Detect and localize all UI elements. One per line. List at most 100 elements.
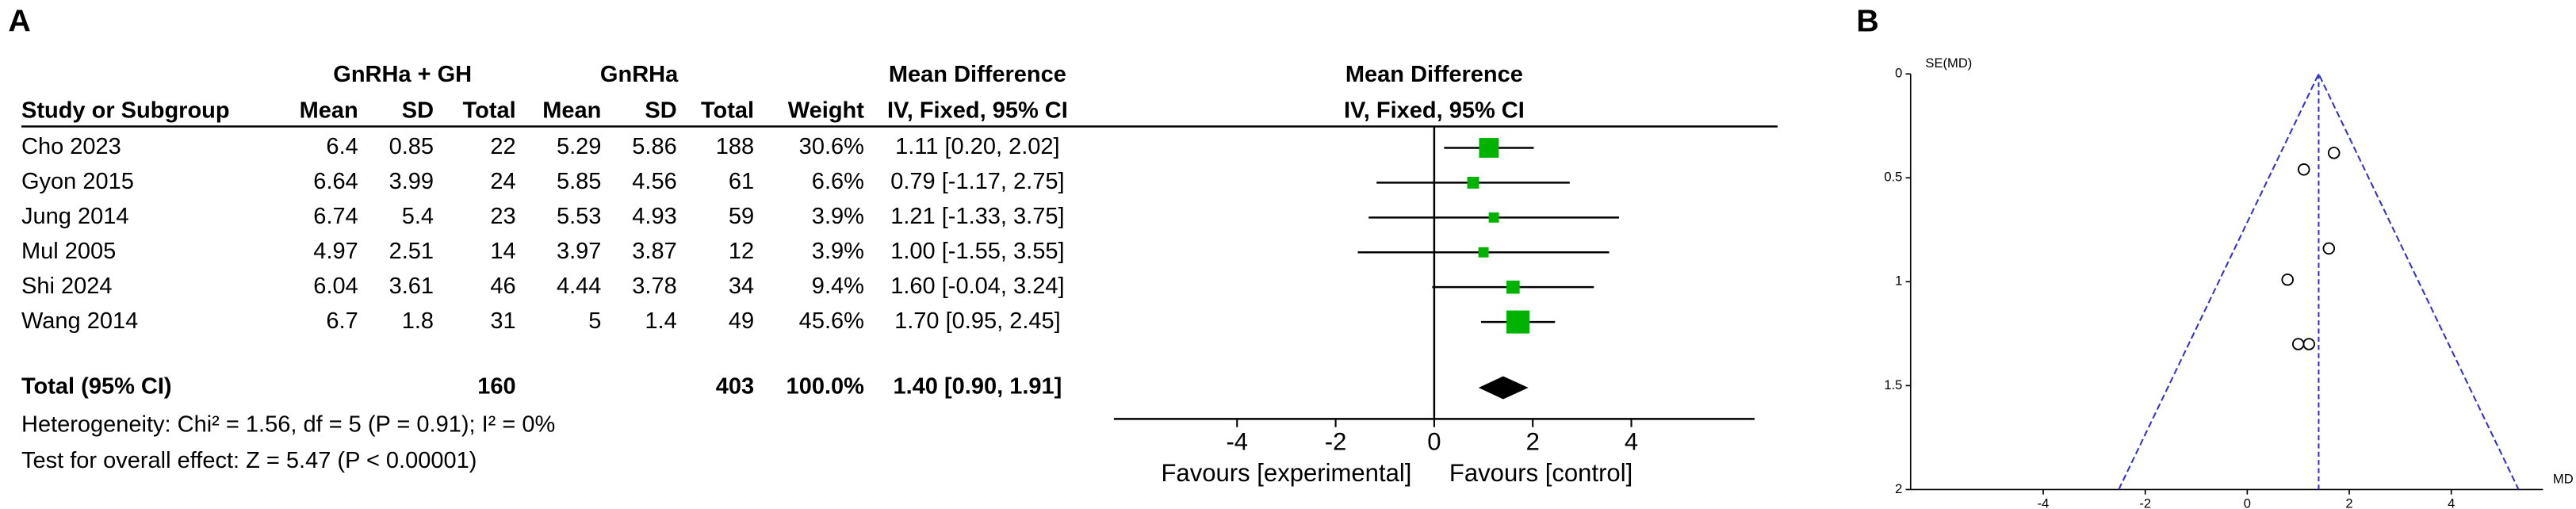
study-name: Jung 2014	[21, 204, 128, 229]
x-tick-label: -2	[1325, 428, 1347, 456]
x-tick-label: 2	[1526, 428, 1540, 456]
cell: 5.86	[632, 134, 676, 159]
y-tick-label: 0	[1895, 66, 1902, 81]
study-point	[2291, 338, 2305, 350]
x-tick-label: 4	[1625, 428, 1638, 456]
group-header: GnRHa	[600, 62, 679, 87]
study-name: Wang 2014	[21, 308, 138, 334]
column-header: Total	[701, 98, 754, 124]
ci-label: 1.21 [-1.33, 3.75]	[890, 204, 1064, 229]
weight: 30.6%	[799, 134, 864, 159]
cell: 4.97	[313, 239, 358, 264]
weight: 45.6%	[799, 308, 864, 334]
study-name: Shi 2024	[21, 274, 113, 299]
cell: 34	[729, 274, 754, 299]
cell: 0.85	[389, 134, 434, 159]
cell: 5.53	[557, 204, 601, 229]
y-axis-label: SE(MD)	[1925, 55, 1972, 71]
cell: 160	[477, 374, 515, 400]
cell: 31	[490, 308, 515, 334]
cell: 61	[729, 169, 754, 194]
group-header: Mean Difference	[889, 62, 1066, 87]
ci-label: 1.60 [-0.04, 3.24]	[890, 274, 1064, 299]
cell: 4.56	[632, 169, 676, 194]
cell: 14	[490, 239, 515, 264]
column-header: Weight	[788, 98, 864, 124]
x-tick-label: 0	[2244, 496, 2251, 509]
heterogeneity: Heterogeneity: Chi² = 1.56, df = 5 (P = …	[21, 411, 555, 437]
cell: 5	[588, 308, 601, 334]
x-tick-label: 4	[2448, 496, 2455, 509]
y-tick-label: 0.5	[1884, 170, 1902, 185]
weight: 6.6%	[812, 169, 864, 194]
cell: 3.97	[557, 239, 601, 264]
cell: 6.74	[313, 204, 358, 229]
study-name: Cho 2023	[21, 134, 121, 159]
panel-label: B	[1856, 3, 1878, 38]
study-square	[1506, 280, 1520, 294]
cell: 12	[729, 239, 754, 264]
plot-header: IV, Fixed, 95% CI	[1344, 98, 1525, 124]
study-point	[2322, 242, 2336, 255]
study-square	[1479, 138, 1499, 158]
cell: 3.87	[632, 239, 676, 264]
column-header: Total	[463, 98, 516, 124]
cell: 5.85	[557, 169, 601, 194]
x-tick-label: -4	[1226, 428, 1248, 456]
weight: 9.4%	[812, 274, 864, 299]
total-diamond	[1478, 376, 1529, 400]
column-header: Study or Subgroup	[21, 98, 230, 124]
study-name: Gyon 2015	[21, 169, 134, 194]
cell: 2.51	[389, 239, 434, 264]
cell: 4.93	[632, 204, 676, 229]
ci-label: 1.70 [0.95, 2.45]	[894, 308, 1061, 334]
cell: 6.4	[326, 134, 358, 159]
cell: 1.4	[645, 308, 676, 334]
cell: 4.44	[557, 274, 601, 299]
weight: 100.0%	[787, 374, 865, 400]
cell: 23	[490, 204, 515, 229]
group-header: GnRHa + GH	[333, 62, 472, 87]
x-axis-label: MD	[2553, 471, 2574, 486]
cell: 49	[729, 308, 754, 334]
cell: 46	[490, 274, 515, 299]
cell: 5.29	[557, 134, 601, 159]
plot-header: Mean Difference	[1345, 62, 1523, 87]
weight: 3.9%	[812, 204, 864, 229]
x-tick-label: -4	[2038, 496, 2050, 509]
favours-label: Favours [control]	[1449, 459, 1632, 487]
y-tick-label: 2	[1895, 481, 1902, 496]
cell: 22	[490, 134, 515, 159]
cell: 188	[716, 134, 754, 159]
ci-label: 1.40 [0.90, 1.91]	[893, 374, 1062, 400]
funnel-line	[2118, 71, 2520, 490]
cell: 1.8	[402, 308, 434, 334]
ci-label: 1.00 [-1.55, 3.55]	[890, 239, 1064, 264]
study-square	[1488, 212, 1499, 223]
cell: 6.7	[326, 308, 358, 334]
study-name: Mul 2005	[21, 239, 116, 264]
favours-label: Favours [experimental]	[1161, 459, 1411, 487]
overall-effect: Test for overall effect: Z = 5.47 (P < 0…	[21, 448, 477, 473]
weight: 3.9%	[812, 239, 864, 264]
study-square	[1478, 247, 1489, 258]
study-point	[2327, 147, 2341, 159]
cell: 3.78	[632, 274, 676, 299]
study-name: Total (95% CI)	[21, 374, 172, 400]
cell: 3.99	[389, 169, 434, 194]
study-point	[2302, 338, 2315, 350]
x-tick-label: -2	[2139, 496, 2151, 509]
cell: 5.4	[402, 204, 434, 229]
study-square	[1506, 310, 1530, 334]
study-point	[2298, 163, 2310, 176]
column-header: Mean	[542, 98, 601, 124]
column-header: IV, Fixed, 95% CI	[887, 98, 1068, 124]
ci-label: 0.79 [-1.17, 2.75]	[890, 169, 1064, 194]
panel-label: A	[8, 3, 30, 38]
cell: 6.04	[313, 274, 358, 299]
study-point	[2281, 273, 2294, 286]
column-header: SD	[402, 98, 434, 124]
y-tick-label: 1	[1895, 274, 1902, 289]
x-tick-label: 0	[1427, 428, 1441, 456]
